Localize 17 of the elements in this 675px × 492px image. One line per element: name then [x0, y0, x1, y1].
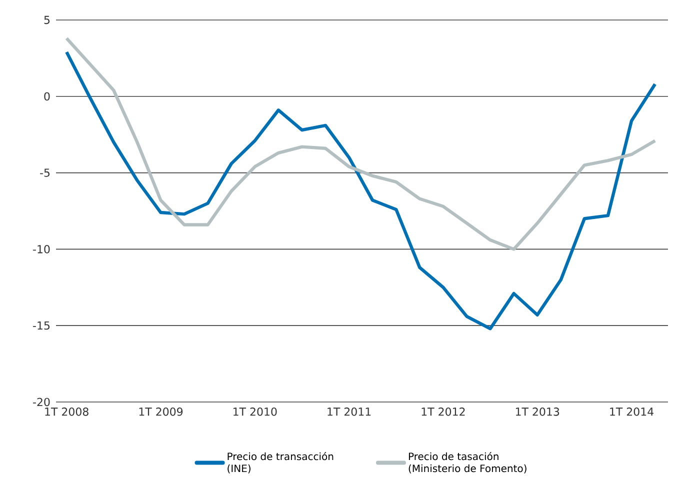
y-tick-label: -15 — [33, 322, 50, 330]
y-tick-label: -20 — [33, 398, 50, 406]
x-tick-label: 1T 2013 — [516, 408, 560, 416]
y-tick-label: -5 — [40, 168, 50, 177]
line-series — [65, 50, 657, 330]
legend-label: Precio de transacción (INE) — [228, 452, 334, 474]
x-tick-label: 1T 2009 — [139, 408, 183, 416]
y-tick-label: 5 — [44, 16, 50, 24]
x-tick-label: 1T 2011 — [328, 408, 371, 416]
y-tick-label: 0 — [44, 92, 50, 101]
x-tick-label: 1T 2014 — [610, 408, 654, 416]
line-series — [65, 36, 657, 251]
y-tick-label: -10 — [33, 245, 50, 254]
x-tick-label: 1T 2010 — [234, 408, 277, 416]
x-tick-label: 1T 2012 — [422, 408, 465, 416]
legend-label: Precio de tasación (Ministerio de Fomento) — [408, 452, 526, 474]
x-tick-label: 1T 2008 — [45, 408, 88, 416]
